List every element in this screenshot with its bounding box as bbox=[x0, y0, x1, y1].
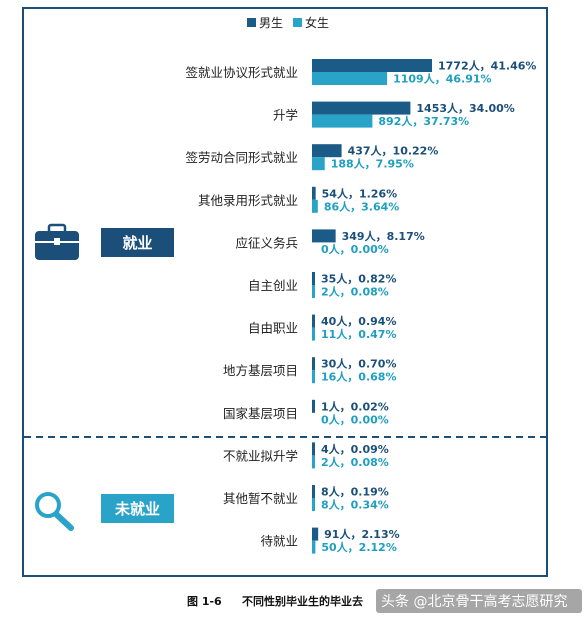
chart-row: 其他录用形式就业 54人，1.26%86人，3.64% bbox=[198, 186, 399, 213]
bar-male bbox=[312, 399, 315, 413]
data-label-female: 0人，0.00% bbox=[321, 412, 389, 426]
category-label: 签劳动合同形式就业 bbox=[185, 150, 298, 165]
chart-row: 应征义务兵 349人，8.17%0人，0.00% bbox=[235, 229, 424, 256]
bar-female bbox=[312, 199, 318, 213]
data-label-male: 349人，8.17% bbox=[342, 229, 425, 243]
unemployed-badge bbox=[101, 494, 174, 523]
legend-label-male: 男生 bbox=[259, 16, 283, 30]
caption-label: 图 1-6 bbox=[187, 595, 222, 608]
data-label-male: 437人，10.22% bbox=[348, 144, 439, 158]
data-label-female: 86人，3.64% bbox=[324, 199, 399, 213]
data-label-male: 91人，2.13% bbox=[324, 527, 399, 541]
chart-row: 签劳动合同形式就业 437人，10.22%188人，7.95% bbox=[185, 144, 438, 171]
briefcase-icon bbox=[35, 223, 79, 260]
chart-row: 其他暂不就业 8人，0.19%8人，0.34% bbox=[223, 485, 389, 512]
unemployed-group-marker: 未就业 bbox=[35, 492, 174, 531]
legend: 男生 女生 bbox=[247, 15, 329, 30]
data-label-female: 2人，0.08% bbox=[321, 455, 389, 469]
data-label-female: 11人，0.47% bbox=[321, 327, 396, 341]
data-label-female: 16人，0.68% bbox=[321, 370, 396, 384]
bar-male bbox=[312, 527, 319, 541]
caption-title: 不同性别毕业生的毕业去 bbox=[242, 594, 363, 608]
data-label-female: 188人，7.95% bbox=[331, 157, 414, 171]
category-label: 签就业协议形式就业 bbox=[185, 65, 298, 80]
bar-male bbox=[312, 442, 315, 456]
category-label: 应征义务兵 bbox=[235, 235, 298, 250]
bar-male bbox=[312, 144, 342, 158]
data-label-male: 4人，0.09% bbox=[321, 442, 389, 456]
bar-female bbox=[312, 285, 315, 298]
chart-row: 地方基层项目 30人，0.70%16人，0.68% bbox=[223, 357, 397, 384]
chart-frame bbox=[22, 7, 548, 577]
chart-row: 签就业协议形式就业 1772人，41.46%1109人，46.91% bbox=[185, 59, 536, 86]
employed-badge-label: 就业 bbox=[122, 234, 152, 252]
legend-swatch-female bbox=[293, 18, 302, 27]
data-label-male: 40人，0.94% bbox=[321, 314, 396, 328]
bar-male bbox=[312, 186, 316, 200]
data-label-male: 8人，0.19% bbox=[321, 485, 389, 499]
data-label-male: 1772人，41.46% bbox=[438, 59, 536, 73]
chart-row: 待就业 91人，2.13%50人，2.12% bbox=[260, 527, 399, 554]
unemployed-badge-label: 未就业 bbox=[114, 500, 160, 518]
data-label-female: 50人，2.12% bbox=[321, 540, 396, 554]
employed-badge bbox=[101, 228, 174, 257]
category-label: 其他录用形式就业 bbox=[198, 193, 298, 208]
bar-female bbox=[312, 327, 315, 341]
bar-female bbox=[312, 455, 315, 469]
category-label: 自主创业 bbox=[248, 278, 298, 293]
bar-male bbox=[312, 59, 432, 72]
data-label-male: 35人，0.82% bbox=[321, 272, 396, 286]
category-label: 其他暂不就业 bbox=[223, 491, 298, 506]
bar-male bbox=[312, 314, 315, 328]
chart-row: 不就业拟升学 4人，0.09%2人，0.08% bbox=[223, 442, 389, 469]
bar-female bbox=[312, 114, 373, 128]
legend-label-female: 女生 bbox=[305, 15, 329, 30]
watermark: 头条 @北京骨干高考志愿研究 bbox=[381, 593, 567, 610]
employed-group-marker: 就业 bbox=[35, 223, 174, 260]
category-label: 不就业拟升学 bbox=[223, 448, 298, 463]
bar-male bbox=[312, 485, 315, 498]
chart-rows: 签就业协议形式就业 1772人，41.46%1109人，46.91% 升学 1453人… bbox=[185, 59, 536, 555]
bar-male bbox=[312, 272, 315, 285]
chart-row: 自主创业 35人，0.82%2人，0.08% bbox=[248, 272, 397, 299]
bar-male bbox=[312, 229, 336, 243]
category-label: 地方基层项目 bbox=[223, 363, 298, 378]
watermark-backdrop bbox=[376, 589, 582, 613]
data-label-female: 892人，37.73% bbox=[378, 114, 469, 128]
bar-male bbox=[312, 357, 315, 371]
magnifier-icon bbox=[35, 492, 74, 531]
category-label: 自由职业 bbox=[248, 321, 298, 336]
chart-row: 自由职业 40人，0.94%11人，0.47% bbox=[248, 314, 397, 341]
bar-female bbox=[312, 540, 316, 554]
chart-row: 国家基层项目 1人，0.02%0人，0.00% bbox=[223, 399, 389, 426]
chart-row: 升学 1453人，34.00%892人，37.73% bbox=[273, 101, 515, 128]
category-label: 待就业 bbox=[260, 534, 298, 549]
data-label-male: 1人，0.02% bbox=[321, 399, 389, 413]
category-label: 升学 bbox=[273, 108, 298, 123]
data-label-male: 1453人，34.00% bbox=[416, 101, 514, 115]
bar-female bbox=[312, 370, 315, 384]
data-label-female: 2人，0.08% bbox=[321, 285, 389, 299]
legend-swatch-male bbox=[247, 18, 256, 27]
bar-female bbox=[312, 72, 388, 85]
bar-female bbox=[312, 498, 315, 511]
bar-male bbox=[312, 101, 411, 115]
category-label: 国家基层项目 bbox=[223, 406, 298, 421]
data-label-male: 54人，1.26% bbox=[322, 186, 397, 200]
bar-female bbox=[312, 157, 325, 171]
data-label-female: 0人，0.00% bbox=[321, 242, 389, 256]
data-label-female: 1109人，46.91% bbox=[393, 72, 491, 86]
data-label-female: 8人，0.34% bbox=[321, 498, 389, 512]
data-label-male: 30人，0.70% bbox=[321, 357, 396, 371]
